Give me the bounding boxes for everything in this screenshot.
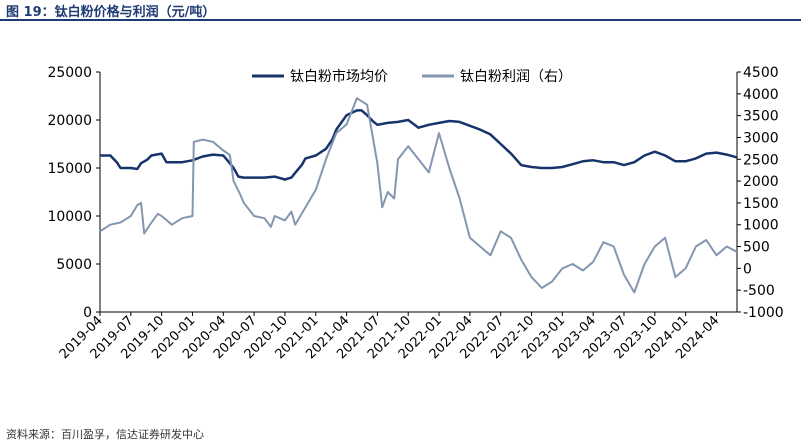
y-left-tick-label: 25000 — [47, 65, 92, 81]
y-right-tick-label: 0 — [743, 261, 752, 277]
y-left-tick-label: 0 — [83, 305, 92, 321]
figure-title: 图 19：钛白粉价格与利润（元/吨） — [6, 5, 216, 20]
legend: 钛白粉市场均价 钛白粉利润（右） — [252, 68, 572, 85]
y-right-tick-label: 4000 — [743, 87, 779, 103]
y-right-tick-label: 1500 — [743, 196, 779, 212]
y-right-tick-label: 500 — [743, 240, 770, 256]
y-right-tick-label: 3000 — [743, 130, 779, 146]
series-line-profit — [99, 97, 738, 294]
y-left-tick-label: 10000 — [47, 209, 92, 225]
y-left-tick-label: 20000 — [47, 113, 92, 129]
series-group — [99, 97, 738, 294]
series-line-price — [100, 109, 738, 181]
y-left-tick-label: 5000 — [56, 257, 92, 273]
legend-label-price: 钛白粉市场均价 — [290, 68, 388, 85]
y-right-tick-label: 1000 — [743, 218, 779, 234]
y-right-tick-label: 2500 — [743, 152, 779, 168]
y-right-tick-label: -500 — [743, 283, 775, 299]
title-rule — [0, 19, 801, 21]
legend-label-profit: 钛白粉利润（右） — [460, 69, 572, 85]
y-left-tick-label: 15000 — [47, 161, 92, 177]
y-right-tick-label: 3500 — [743, 109, 779, 125]
y-right-tick-label: 4500 — [743, 65, 779, 81]
y-right-tick-label: -1000 — [743, 305, 784, 321]
source-note: 资料来源：百川盈孚，信达证券研发中心 — [6, 428, 204, 441]
y-right-tick-label: 2000 — [743, 174, 779, 190]
